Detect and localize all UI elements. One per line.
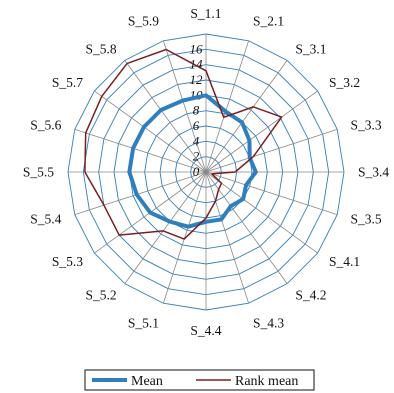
category-labels: S_1.1 S_2.1 S_3.1 S_3.2 S_3.3 S_3.4 S_3.5 S_4.1… [23, 6, 390, 338]
category-label: S_3.2 [329, 75, 360, 90]
category-label: S_3.4 [358, 165, 389, 180]
grid-spoke [205, 171, 288, 284]
category-label: S_3.5 [351, 211, 382, 226]
category-label: S_5.4 [30, 211, 61, 226]
category-label: S_5.1 [128, 316, 159, 331]
grid-spoke [205, 171, 250, 304]
category-label: S_5.7 [52, 75, 83, 90]
category-label: S_3.1 [295, 42, 326, 57]
category-label: S_3.3 [351, 118, 382, 133]
tick-label: 14 [190, 57, 204, 72]
tick-label: 6 [193, 118, 200, 133]
grid-spoke [205, 128, 338, 173]
tick-label: 0 [193, 164, 200, 179]
grid-spoke [205, 171, 318, 254]
category-label: S_5.3 [52, 254, 83, 269]
grid-spoke [74, 128, 207, 173]
category-label: S_5.8 [86, 42, 117, 57]
category-label: S_4.4 [190, 323, 221, 338]
category-label: S_4.1 [329, 254, 360, 269]
grid-spoke [205, 60, 288, 173]
legend: Mean Rank mean [84, 369, 315, 391]
legend-label-mean: Mean [131, 374, 163, 389]
grid-spoke [124, 171, 207, 284]
category-label: S_5.9 [128, 13, 159, 28]
category-label: S_5.6 [30, 118, 61, 133]
tick-label: 16 [190, 41, 204, 56]
grid-spoke [205, 90, 318, 173]
grid-spoke [162, 40, 207, 173]
category-label: S_5.2 [86, 287, 117, 302]
category-label: S_2.1 [253, 13, 284, 28]
tick-label: 2 [193, 149, 200, 164]
radar-grid [67, 33, 345, 311]
grid-spoke [124, 60, 207, 173]
grid-spoke [205, 171, 338, 216]
grid-spoke [94, 90, 207, 173]
series-lines [84, 48, 283, 240]
grid-spoke [74, 171, 207, 216]
series-rank-mean-line [84, 48, 283, 240]
series-mean-line [127, 93, 258, 229]
grid-spoke [205, 40, 250, 173]
tick-label: 8 [193, 103, 200, 118]
category-label: S_1.1 [190, 6, 221, 21]
category-label: S_4.3 [253, 316, 284, 331]
category-label: S_4.2 [295, 287, 326, 302]
category-label: S_5.5 [23, 165, 54, 180]
tick-label: 12 [190, 72, 204, 87]
legend-label-rank-mean: Rank mean [235, 374, 298, 389]
tick-label: 4 [193, 133, 200, 148]
